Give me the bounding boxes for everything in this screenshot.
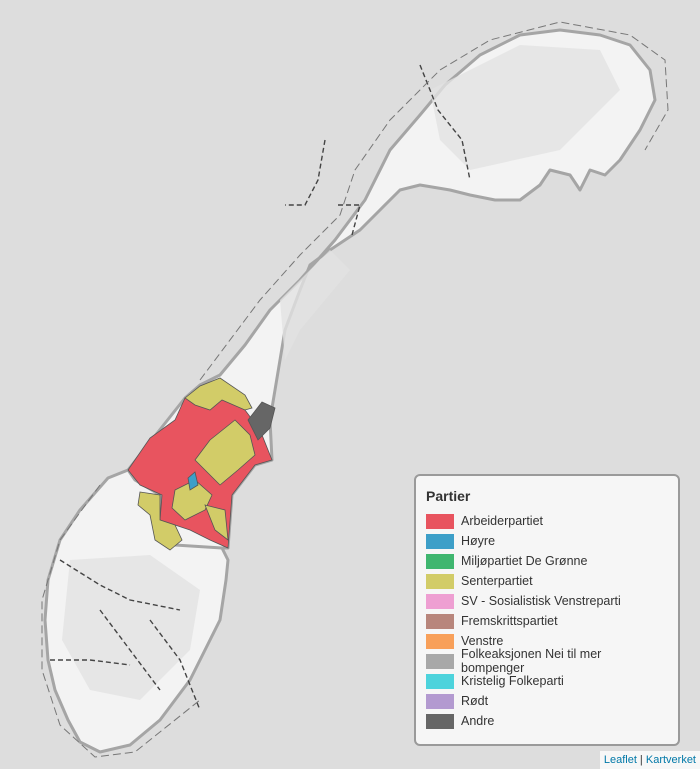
legend-label: Rødt (461, 694, 489, 708)
sea-boundary (41, 21, 669, 758)
legend: Partier Arbeiderpartiet Høyre Miljøpartiet… (414, 474, 680, 746)
legend-swatch (426, 693, 454, 709)
legend-title: Partier (426, 488, 471, 504)
legend-item: Arbeiderpartiet (426, 511, 668, 531)
legend-swatch (426, 713, 454, 729)
legend-item: Fremskrittspartiet (426, 611, 668, 631)
legend-item: Folkeaksjonen Nei til mer bompenger (426, 647, 668, 675)
legend-swatch (426, 653, 454, 669)
legend-item: Høyre (426, 531, 668, 551)
terrain-shading (62, 45, 620, 700)
legend-item: Kristelig Folkeparti (426, 671, 668, 691)
legend-item: Miljøpartiet De Grønne (426, 551, 668, 571)
map-attribution: Leaflet | Kartverket (599, 751, 700, 769)
legend-item: Venstre (426, 631, 668, 651)
legend-label: SV - Sosialistisk Venstreparti (461, 594, 621, 608)
legend-swatch (426, 513, 454, 529)
attribution-separator: | (636, 754, 646, 766)
legend-label: Arbeiderpartiet (461, 514, 543, 528)
region-senterpartiet-north[interactable] (184, 377, 253, 411)
legend-swatch (426, 553, 454, 569)
legend-label: Miljøpartiet De Grønne (461, 554, 588, 568)
legend-label: Senterpartiet (461, 574, 533, 588)
legend-label: Fremskrittspartiet (461, 614, 558, 628)
leaflet-link[interactable]: Leaflet (603, 754, 637, 766)
region-andre[interactable] (247, 401, 276, 441)
legend-label: Folkeaksjonen Nei til mer bompenger (461, 647, 602, 675)
legend-swatch (426, 573, 454, 589)
county-borders (50, 64, 471, 711)
region-senterpartiet-east[interactable] (204, 504, 229, 541)
legend-swatch (426, 593, 454, 609)
region-hoyre[interactable] (187, 471, 199, 491)
legend-item: Senterpartiet (426, 571, 668, 591)
legend-label: Andre (461, 714, 495, 728)
legend-list: Arbeiderpartiet Høyre Miljøpartiet De Grøn… (426, 511, 668, 731)
kartverket-link[interactable]: Kartverket (645, 754, 696, 766)
legend-label: Kristelig Folkeparti (461, 674, 564, 688)
legend-label: Venstre (461, 634, 504, 648)
region-senterpartiet-sw[interactable] (137, 491, 183, 551)
region-senterpartiet-center[interactable] (194, 419, 256, 486)
legend-swatch (426, 613, 454, 629)
legend-item: Rødt (426, 691, 668, 711)
legend-swatch (426, 673, 454, 689)
legend-swatch (426, 633, 454, 649)
legend-item: Andre (426, 711, 668, 731)
legend-swatch (426, 533, 454, 549)
municipality-regions[interactable] (127, 377, 276, 551)
legend-item: SV - Sosialistisk Venstreparti (426, 591, 668, 611)
legend-label: Høyre (461, 534, 496, 548)
